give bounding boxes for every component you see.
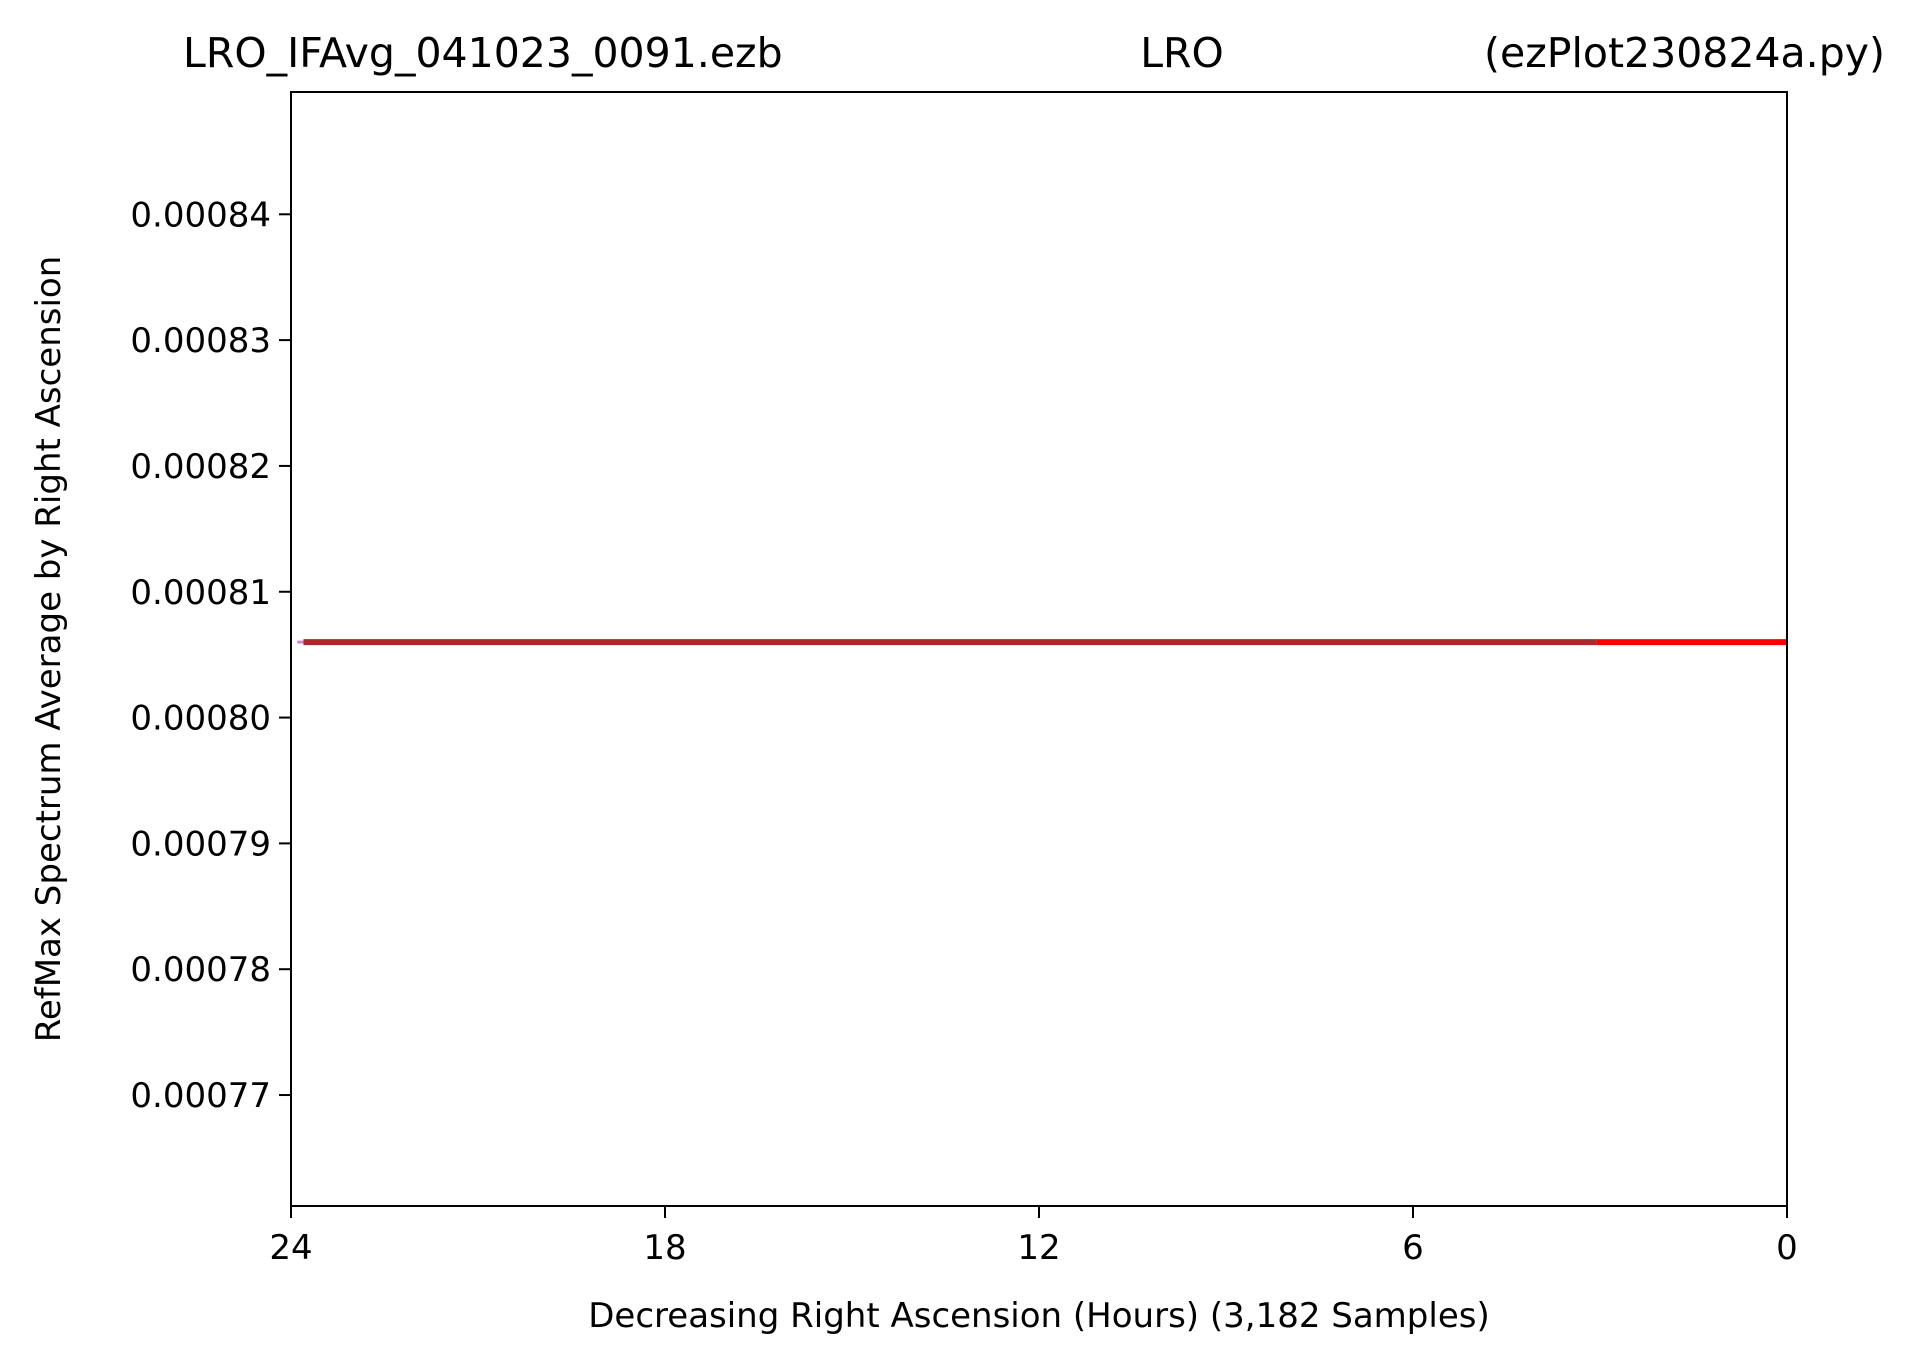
y-tick-label: 0.00081 xyxy=(130,573,271,613)
plot-area-frame xyxy=(290,91,1788,1207)
x-tick-label: 12 xyxy=(1017,1228,1060,1268)
y-axis-label: RefMax Spectrum Average by Right Ascensi… xyxy=(29,256,69,1043)
y-tick-label: 0.00084 xyxy=(130,195,271,235)
y-tick-label: 0.00083 xyxy=(130,321,271,361)
y-tick-label: 0.00082 xyxy=(130,447,271,487)
chart-title-file: LRO_IFAvg_041023_0091.ezb xyxy=(183,29,783,77)
y-axis-ticks: 0.00077 0.00078 0.00079 0.00080 0.00081 0.000… xyxy=(130,195,291,1116)
chart-title: LRO_IFAvg_041023_0091.ezb LRO (ezPlot230… xyxy=(183,29,1885,77)
chart-title-station: LRO xyxy=(1140,29,1224,77)
x-tick-label: 18 xyxy=(643,1228,686,1268)
y-tick-label: 0.00080 xyxy=(130,699,271,739)
x-tick-label: 24 xyxy=(269,1228,312,1268)
chart-title-script: (ezPlot230824a.py) xyxy=(1484,29,1885,77)
x-axis-ticks: 24 18 12 6 0 xyxy=(269,1206,1798,1268)
y-tick-label: 0.00079 xyxy=(130,824,271,864)
y-tick-label: 0.00077 xyxy=(130,1076,271,1116)
x-tick-label: 6 xyxy=(1402,1228,1424,1268)
y-tick-label: 0.00078 xyxy=(130,950,271,990)
x-tick-label: 0 xyxy=(1776,1228,1798,1268)
x-axis-label: Decreasing Right Ascension (Hours) (3,18… xyxy=(588,1296,1489,1336)
